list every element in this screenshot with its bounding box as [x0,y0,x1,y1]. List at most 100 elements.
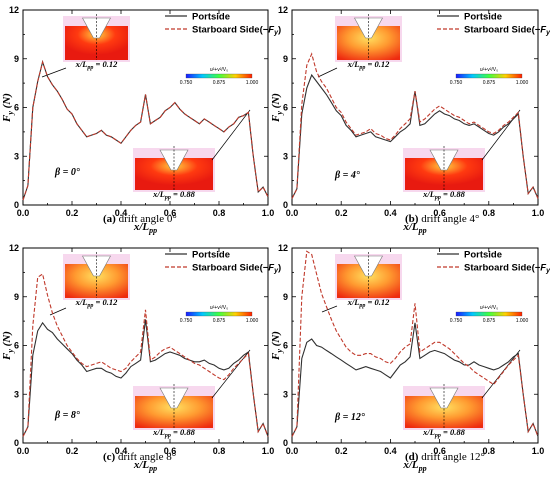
x-tick-label: 0.8 [483,446,496,456]
colorbar-tick-label: 0.875 [483,80,496,86]
legend-label-portside: Portside [464,12,502,23]
colorbar-tick-label: 0.875 [483,318,496,324]
x-tick-label: 0.0 [17,208,30,218]
x-tick-label: 0.6 [433,446,446,456]
colorbar-tick-label: 0.750 [180,80,193,86]
y-tick-label: 12 [278,5,288,15]
legend: Portside Starboard Side(−Fy) [437,250,550,275]
x-tick-label: 0.2 [66,446,79,456]
legend-label-starboard: Starboard Side(−Fy) [192,263,281,275]
series-line-starboard [291,52,539,199]
inset-pointer [317,67,338,78]
inset-bow-label: x/Lpp = 0.12 [347,297,391,309]
y-tick-label: 12 [9,5,19,15]
inset-bow: x/Lpp = 0.12 [63,14,130,71]
colorbar-title: u²+v²/V₀ [480,305,498,311]
x-tick-label: 0.4 [384,208,397,218]
y-tick-label: 12 [9,243,19,253]
y-tick-label: 9 [14,292,19,302]
drift-angle-annotation: β = 8° [54,410,80,421]
colorbar: u²+v²/V₀ 0.750 0.875 1.000 [450,67,529,86]
x-tick-label: 0.4 [115,208,128,218]
legend-label-starboard: Starboard Side(−Fy) [464,263,550,275]
colorbar-tick-label: 1.000 [246,80,259,86]
inset-bow-label: x/Lpp = 0.12 [75,59,119,71]
inset-stern: x/Lpp = 0.88 [133,146,215,201]
y-tick-label: 6 [14,103,19,113]
x-tick-label: 1.0 [262,446,275,456]
inset-pointer [211,109,251,161]
panel-caption: (d) drift angle 12° [405,451,485,463]
panel-caption: (a) drift angle 0° [103,213,177,225]
series-line-portside [22,319,269,437]
colorbar: u²+v²/V₀ 0.750 0.875 1.000 [450,305,529,324]
y-tick-label: 3 [14,389,19,399]
inset-bow: x/Lpp = 0.12 [335,14,402,71]
series-line-starboard [22,60,269,201]
colorbar-tick-label: 1.000 [516,80,529,86]
colorbar-strip [185,73,253,79]
colorbar-title: u²+v²/V₀ [480,67,498,73]
y-tick-label: 12 [278,243,288,253]
y-tick-label: 6 [283,341,288,351]
colorbar-strip [455,73,523,79]
legend-label-portside: Portside [192,12,230,23]
series-line-portside [291,322,539,437]
y-tick-label: 0 [283,200,288,210]
series-line-starboard [22,273,269,437]
panel-caption: (c) drift angle 8° [103,451,176,463]
x-tick-label: 0.2 [66,208,79,218]
colorbar: u²+v²/V₀ 0.750 0.875 1.000 [180,67,259,86]
x-tick-label: 1.0 [532,446,545,456]
x-tick-label: 1.0 [532,208,545,218]
x-tick-label: 0.8 [483,208,496,218]
drift-angle-annotation: β = 0° [54,167,80,178]
inset-stern: x/Lpp = 0.88 [133,384,215,439]
colorbar-title: u²+v²/V₀ [210,67,228,73]
inset-stern-label: x/Lpp = 0.88 [152,427,196,439]
colorbar: u²+v²/V₀ 0.750 0.875 1.000 [180,305,259,324]
x-tick-label: 0.8 [213,208,226,218]
x-tick-label: 0.2 [335,208,348,218]
legend-label-starboard: Starboard Side(−Fy) [464,25,550,37]
y-tick-label: 3 [283,151,288,161]
x-tick-label: 1.0 [262,208,275,218]
legend-label-portside: Portside [464,250,502,261]
y-tick-label: 3 [283,389,288,399]
inset-pointer [41,67,67,78]
inset-stern: x/Lpp = 0.88 [403,146,485,201]
inset-stern-label: x/Lpp = 0.88 [422,427,466,439]
x-tick-label: 0.6 [164,208,177,218]
colorbar-tick-label: 1.000 [516,318,529,324]
series-line-starboard [291,250,539,437]
colorbar-tick-label: 0.875 [213,80,226,86]
y-tick-label: 6 [283,103,288,113]
inset-bow: x/Lpp = 0.12 [335,252,402,309]
legend-label-starboard: Starboard Side(−Fy) [192,25,281,37]
x-tick-label: 0.0 [286,208,299,218]
inset-stern: x/Lpp = 0.88 [403,384,485,439]
drift-angle-annotation: β = 4° [334,170,360,181]
y-tick-label: 0 [14,438,19,448]
inset-bow: x/Lpp = 0.12 [63,252,130,309]
x-tick-label: 0.8 [213,446,226,456]
colorbar-strip [185,311,253,317]
x-tick-label: 0.4 [384,446,397,456]
y-tick-label: 9 [283,292,288,302]
y-tick-label: 6 [14,341,19,351]
inset-pointer [321,305,338,313]
inset-bow-label: x/Lpp = 0.12 [347,59,391,71]
legend: Portside Starboard Side(−Fy) [437,12,550,37]
y-axis-label: Fy (N) [270,331,284,361]
colorbar-strip [455,311,523,317]
y-axis-label: Fy (N) [1,93,15,123]
y-tick-label: 9 [283,54,288,64]
y-tick-label: 0 [283,438,288,448]
inset-stern-label: x/Lpp = 0.88 [422,189,466,201]
colorbar-tick-label: 0.750 [180,318,193,324]
legend-label-portside: Portside [192,250,230,261]
